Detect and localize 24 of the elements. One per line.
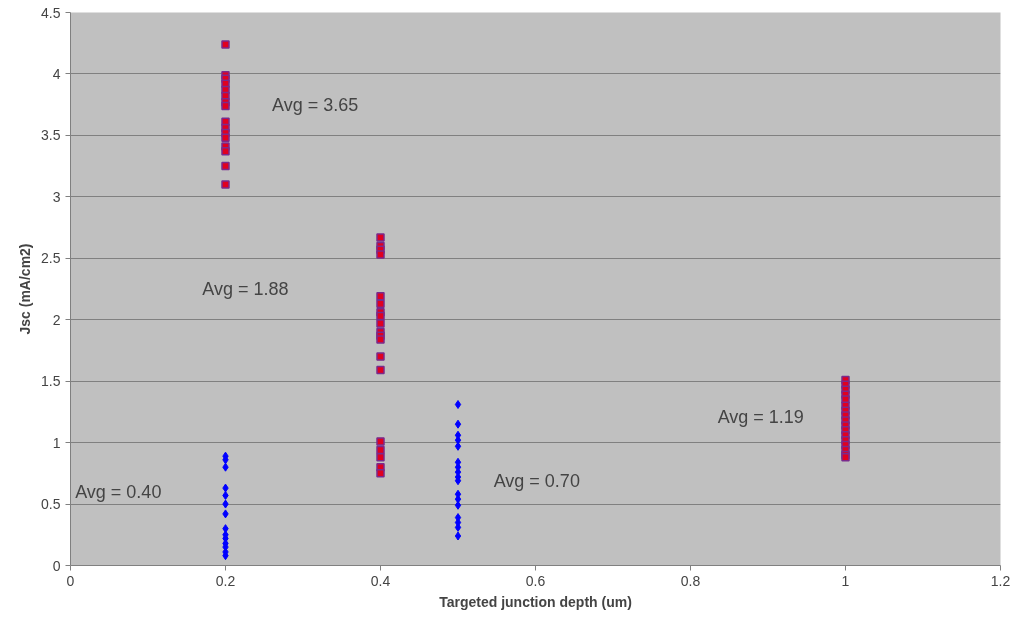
y-tick-label: 4 [52, 65, 61, 82]
annotation: Avg = 1.88 [202, 279, 289, 299]
y-axis-title: Jsc (mA/cm2) [17, 243, 34, 335]
x-tick-label: 0.2 [215, 572, 236, 589]
y-tick-label: 4.5 [41, 4, 61, 21]
y-tick-label: 3 [52, 188, 61, 205]
x-tick-label: 0.6 [525, 572, 546, 589]
y-tick-label: 2.5 [41, 250, 61, 267]
annotation: Avg = 1.19 [717, 406, 804, 427]
y-tick-label: 3.5 [41, 127, 61, 144]
y-tick-label: 2 [52, 311, 61, 328]
annotation: Avg = 3.65 [272, 94, 359, 115]
x-tick-label: 0.4 [370, 572, 391, 589]
x-tick-label: 0.8 [680, 572, 701, 589]
x-axis-title: Targeted junction depth (um) [439, 593, 632, 610]
y-tick-label: 0 [52, 557, 61, 574]
x-tick-label: 1 [841, 572, 850, 589]
y-tick-label: 1 [52, 434, 61, 451]
annotation: Avg = 0.40 [75, 481, 162, 502]
y-tick-label: 0.5 [41, 496, 61, 513]
annotation: Avg = 0.70 [493, 470, 580, 491]
x-tick-label: 1.2 [990, 572, 1011, 589]
x-tick-label: 0 [66, 572, 75, 589]
y-tick-label: 1.5 [41, 373, 61, 390]
